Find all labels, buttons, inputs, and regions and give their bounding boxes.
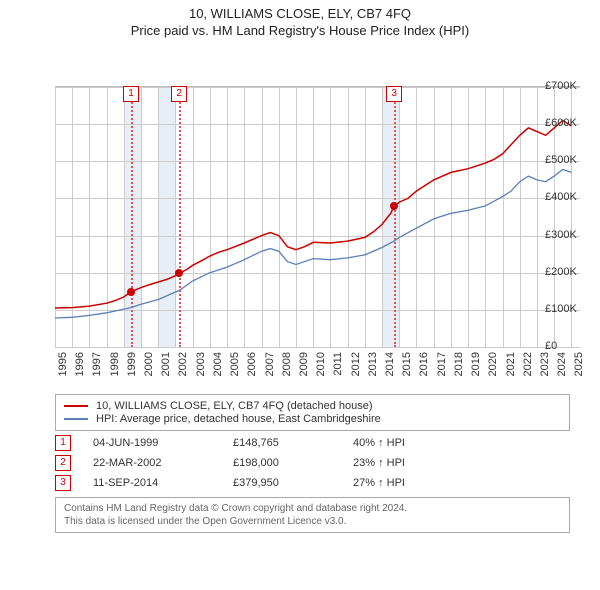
x-axis-label: 1995 bbox=[57, 352, 69, 382]
sale-number-box: 2 bbox=[55, 455, 71, 471]
sale-pct-vs-hpi: 27% ↑ HPI bbox=[353, 477, 405, 489]
sale-marker-box: 1 bbox=[123, 86, 139, 102]
footer-line1: Contains HM Land Registry data © Crown c… bbox=[64, 502, 561, 515]
x-axis-label: 2000 bbox=[143, 352, 155, 382]
footer-line2: This data is licensed under the Open Gov… bbox=[64, 515, 561, 528]
x-axis-label: 1997 bbox=[91, 352, 103, 382]
x-axis-label: 2025 bbox=[573, 352, 585, 382]
legend-label: HPI: Average price, detached house, East… bbox=[96, 413, 381, 425]
plot-area bbox=[55, 86, 580, 347]
x-axis-label: 2006 bbox=[246, 352, 258, 382]
title-block: 10, WILLIAMS CLOSE, ELY, CB7 4FQ Price p… bbox=[0, 0, 600, 38]
y-axis-label: £600K bbox=[545, 117, 596, 129]
y-axis-label: £500K bbox=[545, 154, 596, 166]
x-axis-label: 2008 bbox=[281, 352, 293, 382]
x-axis-label: 2003 bbox=[195, 352, 207, 382]
sale-price: £148,765 bbox=[233, 437, 353, 449]
title-address: 10, WILLIAMS CLOSE, ELY, CB7 4FQ bbox=[0, 6, 600, 21]
x-axis-label: 2013 bbox=[367, 352, 379, 382]
sale-row: 1 04-JUN-1999£148,76540% ↑ HPI bbox=[55, 435, 570, 451]
sale-number-box: 3 bbox=[55, 475, 71, 491]
legend-swatch bbox=[64, 418, 88, 420]
sale-pct-vs-hpi: 40% ↑ HPI bbox=[353, 437, 405, 449]
legend-swatch bbox=[64, 405, 88, 407]
sale-number-box: 1 bbox=[55, 435, 71, 451]
y-axis-label: £0 bbox=[545, 340, 596, 352]
x-axis-label: 2014 bbox=[384, 352, 396, 382]
x-axis-label: 2021 bbox=[505, 352, 517, 382]
sale-row: 3 11-SEP-2014£379,95027% ↑ HPI bbox=[55, 475, 570, 491]
x-axis-label: 1998 bbox=[109, 352, 121, 382]
sale-date: 11-SEP-2014 bbox=[93, 477, 233, 489]
gridline-horizontal bbox=[55, 347, 580, 348]
x-axis-label: 2011 bbox=[332, 352, 344, 382]
sale-dot bbox=[127, 288, 135, 296]
sales-table: 1 04-JUN-1999£148,76540% ↑ HPI 2 22-MAR-200… bbox=[55, 435, 570, 491]
x-axis-label: 2010 bbox=[315, 352, 327, 382]
sale-dot bbox=[175, 269, 183, 277]
series-price_paid bbox=[55, 120, 571, 308]
x-axis-label: 2018 bbox=[453, 352, 465, 382]
sale-date: 22-MAR-2002 bbox=[93, 457, 233, 469]
x-axis-label: 2022 bbox=[522, 352, 534, 382]
y-axis-label: £100K bbox=[545, 303, 596, 315]
sale-marker-box: 3 bbox=[386, 86, 402, 102]
x-axis-label: 1996 bbox=[74, 352, 86, 382]
sale-dot bbox=[390, 202, 398, 210]
attribution-footer: Contains HM Land Registry data © Crown c… bbox=[55, 497, 570, 533]
x-axis-label: 2005 bbox=[229, 352, 241, 382]
sale-date: 04-JUN-1999 bbox=[93, 437, 233, 449]
legend-item: 10, WILLIAMS CLOSE, ELY, CB7 4FQ (detach… bbox=[64, 400, 561, 412]
series-hpi bbox=[55, 170, 571, 319]
title-subtitle: Price paid vs. HM Land Registry's House … bbox=[0, 23, 600, 38]
y-axis-label: £200K bbox=[545, 266, 596, 278]
x-axis-label: 2012 bbox=[350, 352, 362, 382]
sale-row: 2 22-MAR-2002£198,00023% ↑ HPI bbox=[55, 455, 570, 471]
x-axis-label: 2001 bbox=[160, 352, 172, 382]
x-axis-label: 1999 bbox=[126, 352, 138, 382]
x-axis-label: 2023 bbox=[539, 352, 551, 382]
y-axis-label: £700K bbox=[545, 80, 596, 92]
y-axis-label: £400K bbox=[545, 191, 596, 203]
line-series-svg bbox=[55, 87, 580, 347]
x-axis-label: 2024 bbox=[556, 352, 568, 382]
sale-price: £198,000 bbox=[233, 457, 353, 469]
x-axis-label: 2020 bbox=[487, 352, 499, 382]
x-axis-label: 2007 bbox=[264, 352, 276, 382]
x-axis-label: 2002 bbox=[177, 352, 189, 382]
legend: 10, WILLIAMS CLOSE, ELY, CB7 4FQ (detach… bbox=[55, 394, 570, 431]
x-axis-label: 2016 bbox=[418, 352, 430, 382]
sale-price: £379,950 bbox=[233, 477, 353, 489]
legend-label: 10, WILLIAMS CLOSE, ELY, CB7 4FQ (detach… bbox=[96, 400, 373, 412]
sale-marker-box: 2 bbox=[171, 86, 187, 102]
x-axis-label: 2019 bbox=[470, 352, 482, 382]
chart-container: 10, WILLIAMS CLOSE, ELY, CB7 4FQ Price p… bbox=[0, 0, 600, 533]
x-axis-label: 2015 bbox=[401, 352, 413, 382]
chart-area: £0 £100K £200K £300K £400K £500K £600K £700K 199… bbox=[0, 38, 600, 388]
y-axis-label: £300K bbox=[545, 229, 596, 241]
x-axis-label: 2004 bbox=[212, 352, 224, 382]
x-axis-label: 2017 bbox=[436, 352, 448, 382]
sale-pct-vs-hpi: 23% ↑ HPI bbox=[353, 457, 405, 469]
x-axis-label: 2009 bbox=[298, 352, 310, 382]
legend-item: HPI: Average price, detached house, East… bbox=[64, 413, 561, 425]
